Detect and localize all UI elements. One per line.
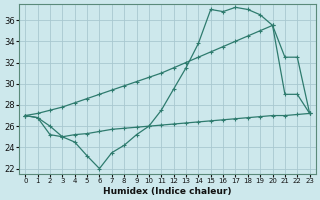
X-axis label: Humidex (Indice chaleur): Humidex (Indice chaleur) xyxy=(103,187,232,196)
